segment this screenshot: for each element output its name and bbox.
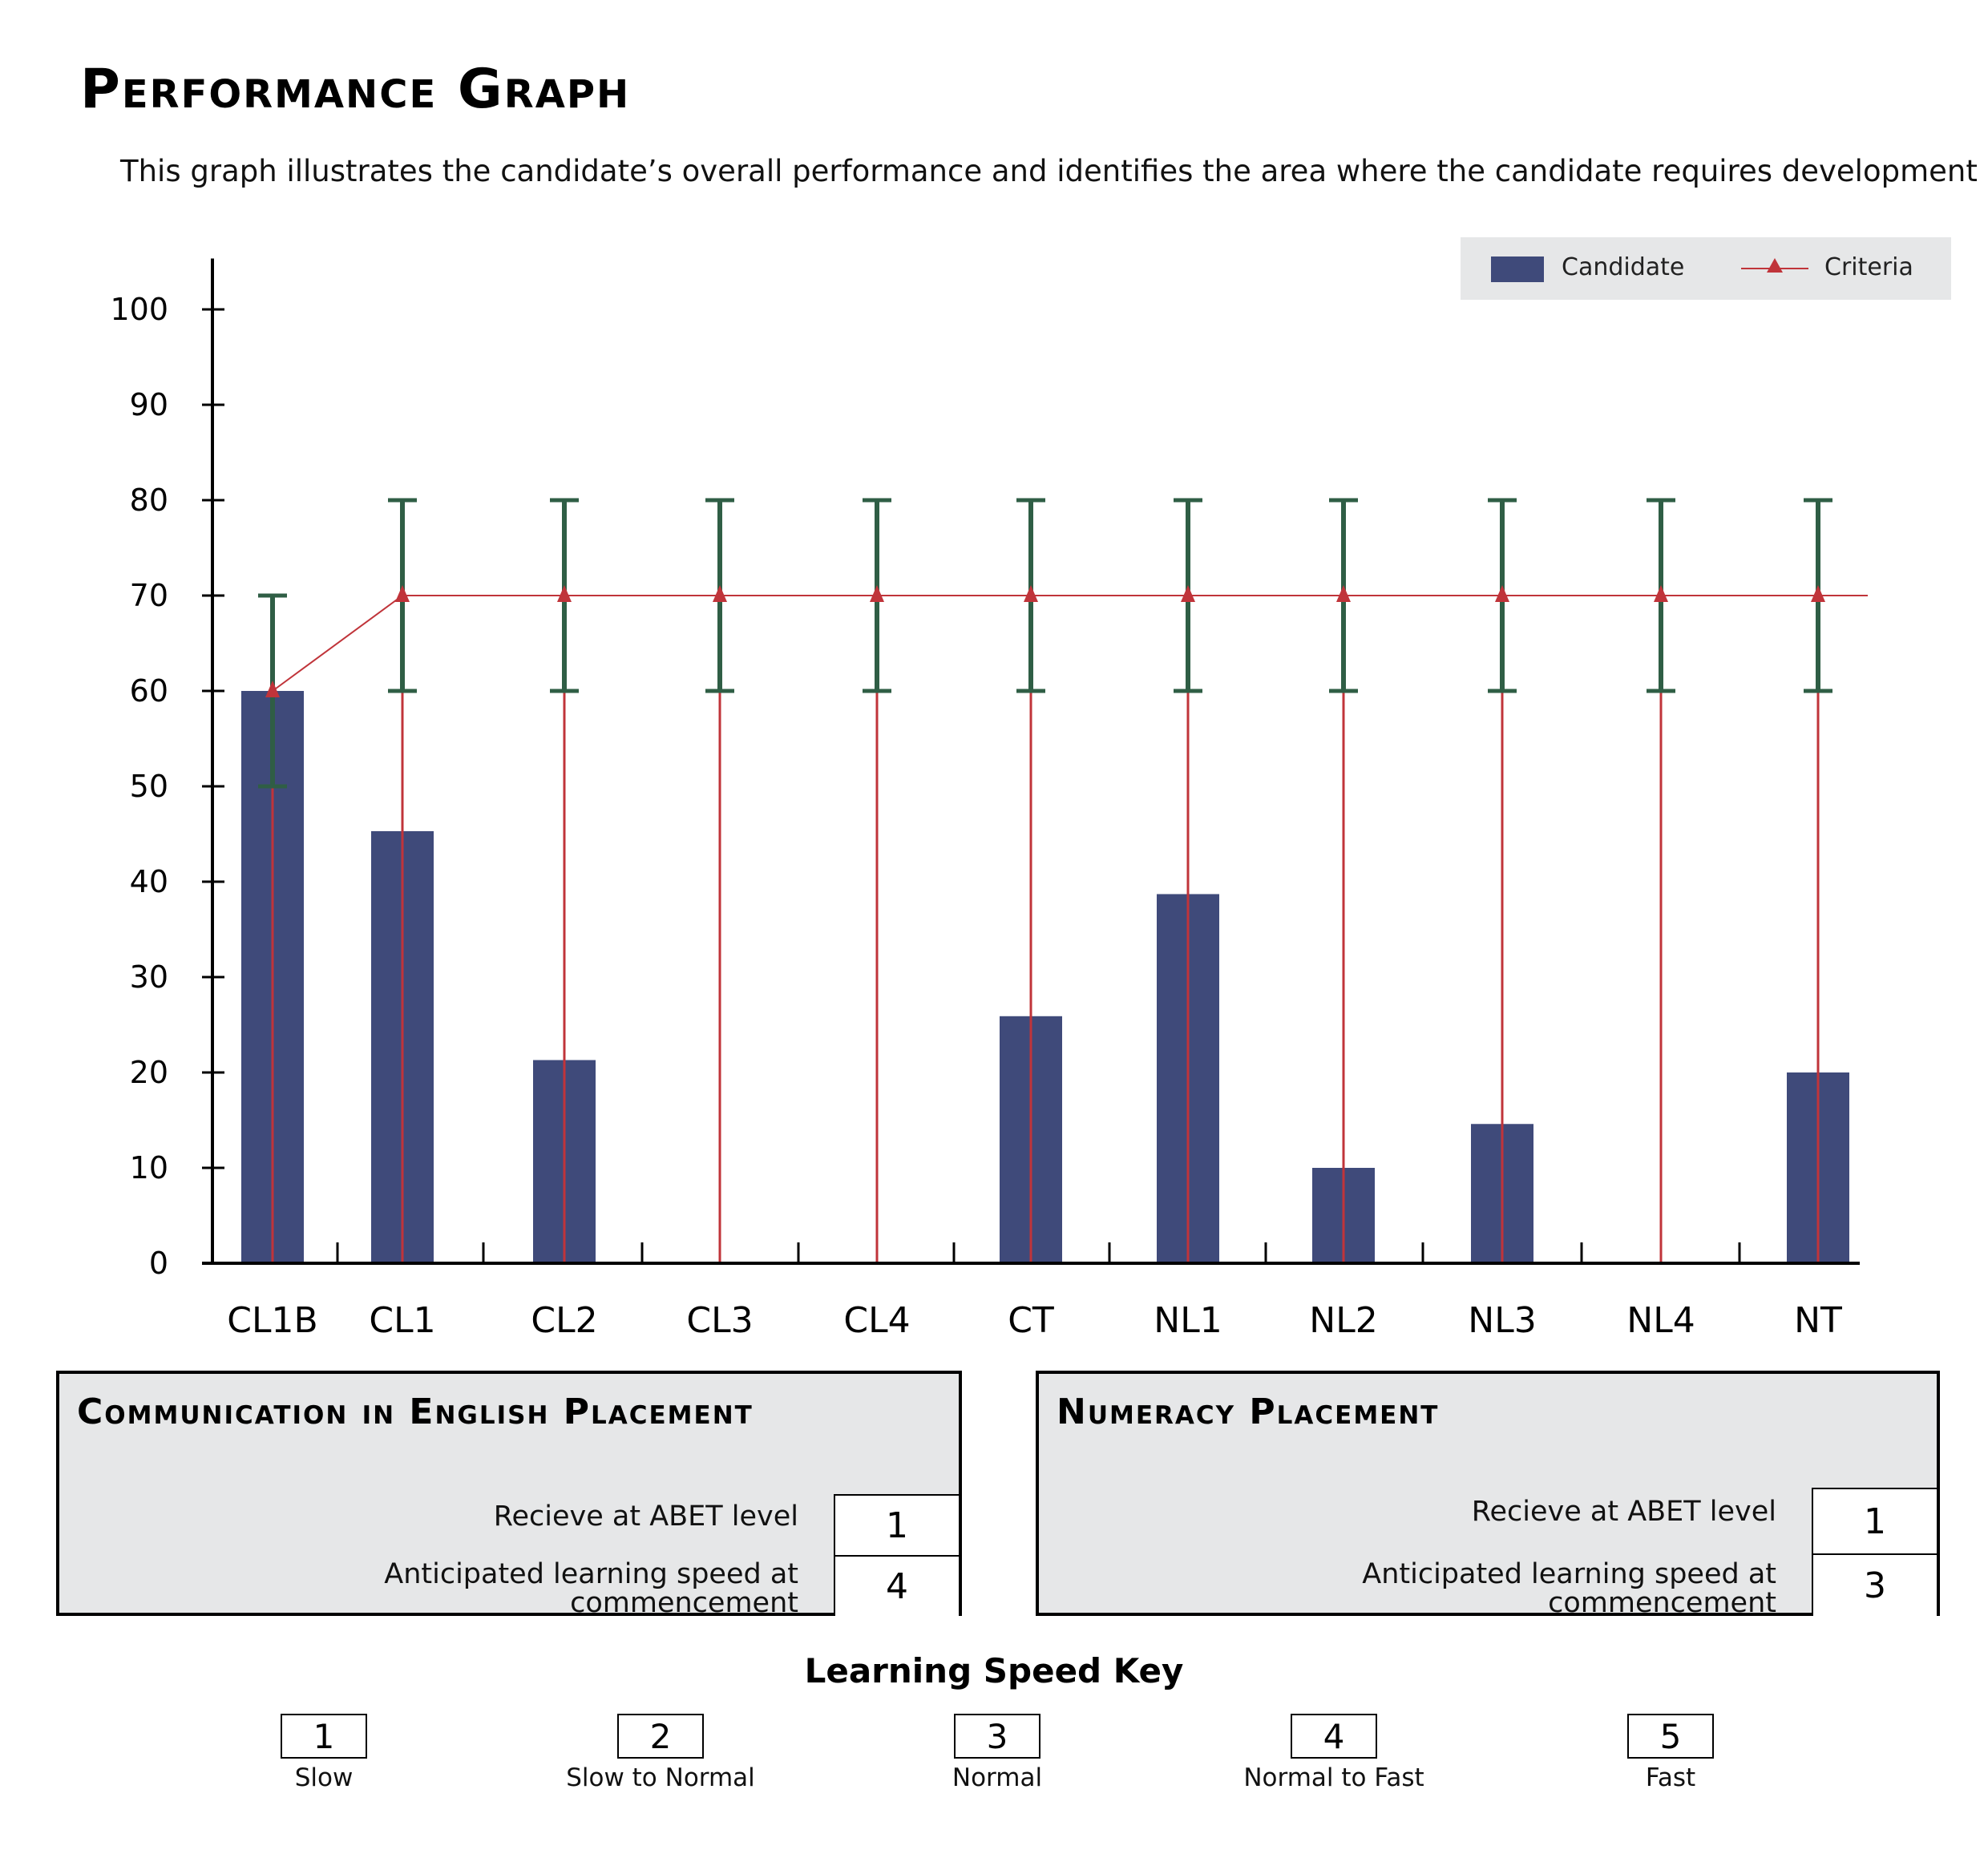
chart-legend: Candidate Criteria	[1461, 237, 1951, 300]
speed-key-item: 4 Normal to Fast	[1214, 1714, 1454, 1792]
criteria-marker	[395, 585, 410, 602]
english-placement-panel: Communication in English Placement Recie…	[56, 1371, 962, 1618]
x-tick-label: NL2	[1309, 1300, 1377, 1341]
criteria-marker	[1181, 585, 1195, 602]
speed-key-label: Normal to Fast	[1243, 1763, 1424, 1792]
numeracy-speed-label: Anticipated learning speed at commenceme…	[1362, 1560, 1776, 1618]
numeracy-speed-value: 3	[1812, 1555, 1937, 1616]
y-tick-label: 10	[130, 1150, 168, 1185]
speed-key-item: 1 Slow	[204, 1714, 444, 1792]
x-tick-label: NT	[1794, 1300, 1842, 1341]
y-tick-label: 50	[130, 769, 168, 804]
legend-criteria-marker	[1767, 258, 1783, 273]
y-tick-label: 70	[130, 578, 168, 613]
x-tick-label: CT	[1008, 1300, 1054, 1341]
numeracy-speed-label-line2: commencement	[1548, 1587, 1776, 1619]
criteria-marker	[1336, 585, 1351, 602]
y-tick-label: 30	[130, 959, 168, 995]
x-tick-label: CL4	[843, 1300, 910, 1341]
speed-key-value: 5	[1627, 1714, 1714, 1759]
legend-candidate-label: Candidate	[1562, 253, 1685, 281]
english-placement-title: Communication in English Placement	[77, 1391, 754, 1432]
x-tick-label: NL1	[1154, 1300, 1222, 1341]
criteria-marker	[713, 585, 727, 602]
page-title: Performance Graph	[80, 58, 631, 121]
criteria-marker	[1654, 585, 1668, 602]
speed-key-item: 2 Slow to Normal	[540, 1714, 781, 1792]
english-speed-value: 4	[834, 1557, 959, 1616]
x-tick-label: NL3	[1468, 1300, 1536, 1341]
y-tick-label: 60	[130, 673, 168, 709]
speed-key-value: 1	[281, 1714, 367, 1759]
y-tick-label: 0	[149, 1246, 168, 1281]
numeracy-placement-title: Numeracy Placement	[1057, 1391, 1440, 1432]
y-tick-label: 40	[130, 864, 168, 899]
numeracy-abet-value: 1	[1812, 1488, 1937, 1555]
legend-candidate-swatch	[1491, 256, 1544, 282]
x-tick-label: CL1	[369, 1300, 435, 1341]
english-speed-label-line2: commencement	[570, 1587, 798, 1619]
speed-key-label: Fast	[1645, 1763, 1696, 1792]
numeracy-abet-label: Recieve at ABET level	[1471, 1496, 1776, 1528]
criteria-marker	[1495, 585, 1509, 602]
english-speed-label: Anticipated learning speed at commenceme…	[384, 1560, 798, 1618]
english-speed-label-line1: Anticipated learning speed at	[384, 1558, 798, 1590]
criteria-marker	[265, 681, 280, 697]
criteria-marker	[557, 585, 572, 602]
x-tick-label: CL1B	[227, 1300, 317, 1341]
speed-key-value: 3	[954, 1714, 1040, 1759]
speed-key-label: Slow	[294, 1763, 354, 1792]
criteria-marker	[1811, 585, 1825, 602]
y-tick-label: 90	[130, 387, 168, 422]
x-tick-label: CL3	[686, 1300, 753, 1341]
y-tick-label: 20	[130, 1055, 168, 1090]
speed-key-value: 4	[1291, 1714, 1377, 1759]
legend-criteria-label: Criteria	[1824, 253, 1913, 281]
x-tick-label: CL2	[531, 1300, 597, 1341]
speed-key-label: Slow to Normal	[566, 1763, 755, 1792]
speed-key-value: 2	[617, 1714, 704, 1759]
x-tick-label: NL4	[1626, 1300, 1695, 1341]
english-abet-label: Recieve at ABET level	[493, 1501, 798, 1533]
speed-key-item: 5 Fast	[1550, 1714, 1791, 1792]
criteria-marker	[870, 585, 884, 602]
numeracy-speed-label-line1: Anticipated learning speed at	[1362, 1558, 1776, 1590]
english-abet-value: 1	[834, 1494, 959, 1557]
criteria-line	[272, 595, 1868, 692]
y-tick-label: 100	[110, 292, 168, 327]
page-subtitle: This graph illustrates the candidate’s o…	[120, 154, 1978, 188]
speed-key-label: Normal	[952, 1763, 1043, 1792]
y-tick-label: 80	[130, 483, 168, 518]
speed-key-item: 3 Normal	[877, 1714, 1117, 1792]
numeracy-placement-panel: Numeracy Placement Recieve at ABET level…	[1036, 1371, 1940, 1618]
learning-speed-key-title: Learning Speed Key	[804, 1651, 1184, 1690]
performance-chart: 0 10 20 30 40 50 60 70 80 90 100 CL1B CL1 CL2 CL3 CL4 CT…	[110, 258, 1868, 1341]
criteria-marker	[1024, 585, 1038, 602]
